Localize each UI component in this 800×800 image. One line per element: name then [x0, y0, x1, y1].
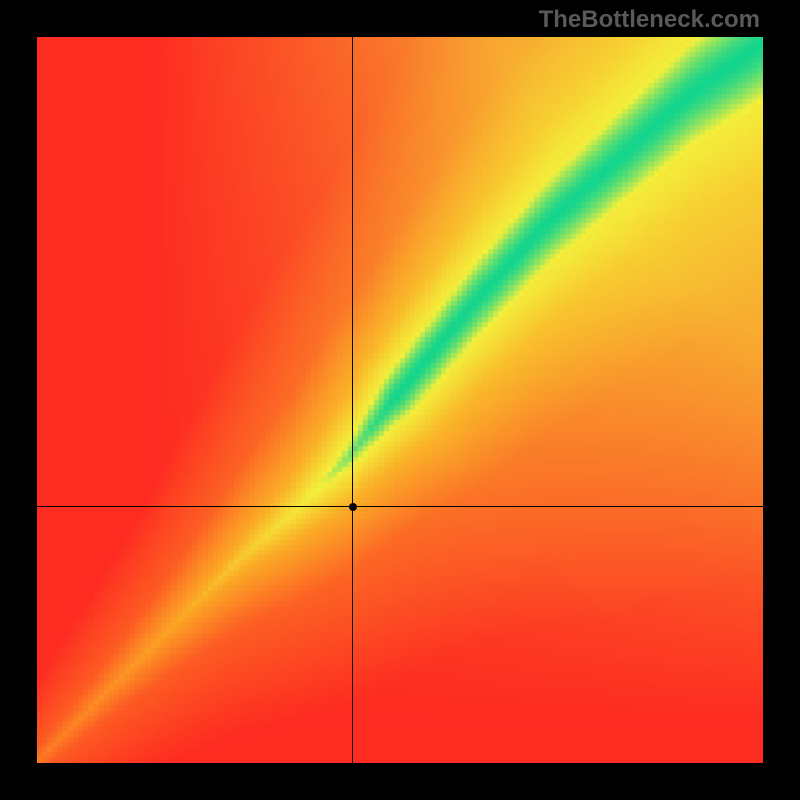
crosshair-vertical	[352, 37, 353, 763]
plot-area	[37, 37, 763, 763]
crosshair-horizontal	[37, 506, 763, 507]
watermark-text: TheBottleneck.com	[539, 6, 760, 34]
chart-frame: TheBottleneck.com	[0, 0, 800, 800]
marker-dot	[349, 503, 357, 511]
heatmap-canvas	[37, 37, 763, 763]
